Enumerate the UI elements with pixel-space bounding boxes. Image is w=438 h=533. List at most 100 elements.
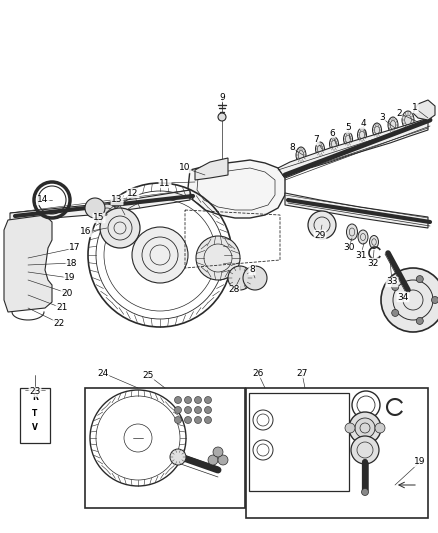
- Circle shape: [218, 113, 226, 121]
- Circle shape: [375, 423, 385, 433]
- Circle shape: [174, 397, 181, 403]
- Text: 15: 15: [93, 214, 105, 222]
- Circle shape: [132, 227, 188, 283]
- Text: 8: 8: [289, 143, 295, 152]
- Ellipse shape: [260, 415, 320, 455]
- Circle shape: [184, 407, 191, 414]
- Text: 5: 5: [345, 124, 351, 133]
- Circle shape: [205, 397, 212, 403]
- Circle shape: [218, 455, 228, 465]
- Polygon shape: [188, 160, 285, 218]
- Ellipse shape: [372, 123, 381, 137]
- Text: 34: 34: [397, 293, 409, 302]
- Ellipse shape: [346, 224, 357, 240]
- Text: 12: 12: [127, 189, 139, 198]
- Text: 26: 26: [252, 368, 264, 377]
- Circle shape: [174, 416, 181, 424]
- Ellipse shape: [296, 147, 306, 163]
- Text: 13: 13: [111, 196, 123, 205]
- Text: 21: 21: [57, 303, 68, 312]
- Ellipse shape: [343, 132, 353, 146]
- Circle shape: [431, 296, 438, 303]
- Polygon shape: [278, 118, 428, 178]
- Circle shape: [228, 266, 252, 290]
- Text: 18: 18: [66, 259, 78, 268]
- Polygon shape: [10, 190, 190, 222]
- Circle shape: [96, 204, 118, 226]
- Circle shape: [205, 407, 212, 414]
- Text: 14: 14: [37, 196, 49, 205]
- Text: 33: 33: [386, 278, 398, 287]
- Polygon shape: [195, 158, 228, 180]
- Circle shape: [196, 236, 240, 280]
- Text: R: R: [32, 393, 38, 402]
- Text: 32: 32: [367, 259, 379, 268]
- Ellipse shape: [358, 230, 368, 244]
- Ellipse shape: [370, 236, 378, 248]
- Ellipse shape: [329, 137, 339, 151]
- Text: 27: 27: [297, 368, 307, 377]
- Circle shape: [355, 418, 375, 438]
- Bar: [249, 393, 349, 491]
- Bar: [246, 388, 428, 518]
- Bar: [85, 388, 245, 508]
- Circle shape: [213, 447, 223, 457]
- Circle shape: [170, 449, 186, 465]
- Circle shape: [308, 211, 336, 239]
- Text: 28: 28: [228, 286, 240, 295]
- Text: 19: 19: [64, 273, 76, 282]
- Circle shape: [416, 276, 423, 282]
- Text: 22: 22: [53, 319, 65, 327]
- Text: V: V: [32, 424, 38, 432]
- Text: 23: 23: [29, 387, 41, 397]
- Text: 19: 19: [414, 457, 426, 466]
- Circle shape: [349, 412, 381, 444]
- Circle shape: [381, 268, 438, 332]
- Text: T: T: [32, 408, 38, 417]
- Circle shape: [194, 397, 201, 403]
- Text: 2: 2: [396, 109, 402, 117]
- Circle shape: [361, 489, 368, 496]
- Polygon shape: [413, 100, 435, 120]
- Circle shape: [184, 397, 191, 403]
- Text: 29: 29: [314, 230, 326, 239]
- Circle shape: [243, 266, 267, 290]
- Text: 10: 10: [179, 164, 191, 173]
- Ellipse shape: [315, 142, 325, 156]
- Bar: [20, 388, 50, 443]
- Circle shape: [184, 416, 191, 424]
- Circle shape: [205, 416, 212, 424]
- Circle shape: [416, 318, 423, 325]
- Circle shape: [194, 416, 201, 424]
- Text: 30: 30: [343, 244, 355, 253]
- Text: 9: 9: [219, 93, 225, 101]
- Text: 3: 3: [379, 114, 385, 123]
- Text: 31: 31: [355, 251, 367, 260]
- Circle shape: [174, 407, 181, 414]
- Text: 25: 25: [142, 370, 154, 379]
- Text: 6: 6: [329, 128, 335, 138]
- Circle shape: [85, 198, 105, 218]
- Circle shape: [345, 423, 355, 433]
- Text: 24: 24: [97, 368, 109, 377]
- Polygon shape: [4, 215, 52, 312]
- Text: 16: 16: [80, 228, 92, 237]
- Text: 8: 8: [249, 265, 255, 274]
- Text: 7: 7: [313, 135, 319, 144]
- Ellipse shape: [357, 128, 367, 142]
- Text: 20: 20: [61, 288, 73, 297]
- Text: 1: 1: [412, 103, 418, 112]
- Ellipse shape: [388, 117, 398, 133]
- Circle shape: [392, 284, 399, 290]
- Text: 4: 4: [360, 119, 366, 128]
- Circle shape: [392, 310, 399, 317]
- Ellipse shape: [270, 422, 310, 448]
- Circle shape: [100, 208, 140, 248]
- Ellipse shape: [316, 216, 328, 234]
- Polygon shape: [285, 193, 428, 228]
- Text: 17: 17: [69, 244, 81, 253]
- Ellipse shape: [402, 111, 414, 129]
- Circle shape: [208, 455, 218, 465]
- Circle shape: [351, 436, 379, 464]
- Circle shape: [194, 407, 201, 414]
